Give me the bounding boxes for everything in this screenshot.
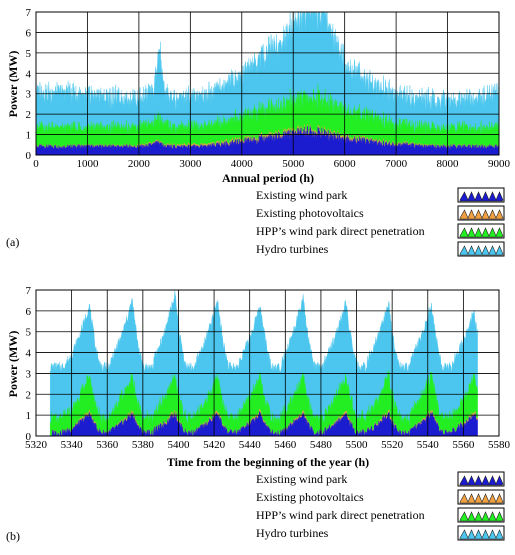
legend-swatch <box>459 191 504 202</box>
legend-label: Existing photovoltaics <box>256 490 364 504</box>
x-tick-label: 5540 <box>417 439 440 451</box>
legend-label: HPP’s wind park direct penetration <box>256 224 425 238</box>
chart-b: 5320 5340 5360 5380 5400 5420 5440 5460 5480 5500… <box>6 285 511 543</box>
legend-item: HPP’s wind park direct penetration <box>256 507 505 523</box>
x-axis-label-a: Annual period (h) <box>222 171 314 185</box>
legend-label: Existing wind park <box>256 188 347 202</box>
x-tick-label: 8000 <box>437 158 460 170</box>
legend-swatch <box>459 529 504 540</box>
x-tick-label: 5340 <box>61 439 84 451</box>
legend-swatch <box>459 493 504 504</box>
x-tick-label: 7000 <box>385 158 408 170</box>
x-tick-label: 5360 <box>96 439 119 451</box>
x-tick-label: 1000 <box>76 158 99 170</box>
panel-label-a: (a) <box>6 235 19 249</box>
y-axis-label-a: Power (MW) <box>6 51 20 118</box>
x-axis-label-b: Time from the beginning of the year (h) <box>167 455 369 469</box>
areas-a <box>35 11 500 156</box>
x-tick-label: 5460 <box>274 439 297 451</box>
x-tick-label: 5380 <box>132 439 155 451</box>
y-tick-label: 4 <box>26 68 32 80</box>
y-tick-label: 6 <box>26 27 32 39</box>
x-tick-label: 5000 <box>282 158 305 170</box>
legend-item: Hydro turbines <box>256 525 505 541</box>
x-tick-label: 5320 <box>25 439 48 451</box>
y-tick-label: 3 <box>26 89 32 101</box>
x-ticks-b: 5320 5340 5360 5380 5400 5420 5440 5460 5480 5500… <box>25 439 511 451</box>
x-tick-label: 4000 <box>231 158 254 170</box>
legend-swatch <box>459 511 504 522</box>
areas-b <box>50 290 478 437</box>
y-tick-label: 6 <box>26 306 32 318</box>
legend-item: Existing photovoltaics <box>256 489 505 505</box>
legend-label: Hydro turbines <box>256 526 329 540</box>
legend-item: Hydro turbines <box>256 241 505 257</box>
x-tick-label: 5400 <box>167 439 190 451</box>
x-tick-label: 5520 <box>381 439 404 451</box>
y-tick-label: 1 <box>26 410 32 422</box>
x-tick-label: 5500 <box>346 439 369 451</box>
legend-label: Existing wind park <box>256 472 347 486</box>
legend-swatch <box>459 245 504 256</box>
plot-frame-a <box>35 11 500 156</box>
x-tick-label: 3000 <box>179 158 202 170</box>
legend-swatch <box>459 475 504 486</box>
y-tick-label: 5 <box>26 48 32 60</box>
y-ticks-b: 0 1 2 3 4 5 6 7 <box>26 285 32 443</box>
y-tick-label: 2 <box>26 389 32 401</box>
legend-label: HPP’s wind park direct penetration <box>256 508 425 522</box>
legend-item: Existing wind park <box>256 187 505 203</box>
y-axis-label-b: Power (MW) <box>6 331 20 398</box>
legend-label: Hydro turbines <box>256 242 329 256</box>
x-tick-label: 5580 <box>488 439 511 451</box>
y-tick-label: 3 <box>26 368 32 380</box>
panel-label-b: (b) <box>6 529 20 543</box>
x-tick-label: 0 <box>33 158 39 170</box>
legend-label: Existing photovoltaics <box>256 206 364 220</box>
y-tick-label: 0 <box>26 150 32 162</box>
y-ticks-a: 0 1 2 3 4 5 6 7 <box>26 7 32 162</box>
chart-a: 0 1000 2000 3000 4000 5000 6000 7000 8000 9000 0 1… <box>6 7 511 257</box>
y-tick-label: 0 <box>26 431 32 443</box>
x-tick-label: 5420 <box>203 439 226 451</box>
x-tick-label: 5440 <box>239 439 262 451</box>
x-tick-label: 5480 <box>310 439 333 451</box>
y-tick-label: 5 <box>26 327 32 339</box>
y-tick-label: 1 <box>26 130 32 142</box>
legend-item: Existing photovoltaics <box>256 205 505 221</box>
legend-item: HPP’s wind park direct penetration <box>256 223 505 239</box>
x-ticks-a: 0 1000 2000 3000 4000 5000 6000 7000 8000 9000 <box>33 158 510 170</box>
plot-frame-b <box>35 289 500 437</box>
y-tick-label: 2 <box>26 109 32 121</box>
x-tick-label: 6000 <box>334 158 357 170</box>
y-tick-label: 4 <box>26 348 32 360</box>
y-tick-label: 7 <box>26 7 32 19</box>
x-tick-label: 5560 <box>452 439 475 451</box>
legend-a: Existing wind park Existing photovoltaics… <box>256 187 505 257</box>
legend-item: Existing wind park <box>256 471 505 487</box>
legend-b: Existing wind park Existing photovoltaics… <box>256 471 505 541</box>
y-tick-label: 7 <box>26 285 32 297</box>
x-tick-label: 9000 <box>488 158 511 170</box>
x-tick-label: 2000 <box>128 158 151 170</box>
legend-swatch <box>459 227 504 238</box>
legend-swatch <box>459 209 504 220</box>
